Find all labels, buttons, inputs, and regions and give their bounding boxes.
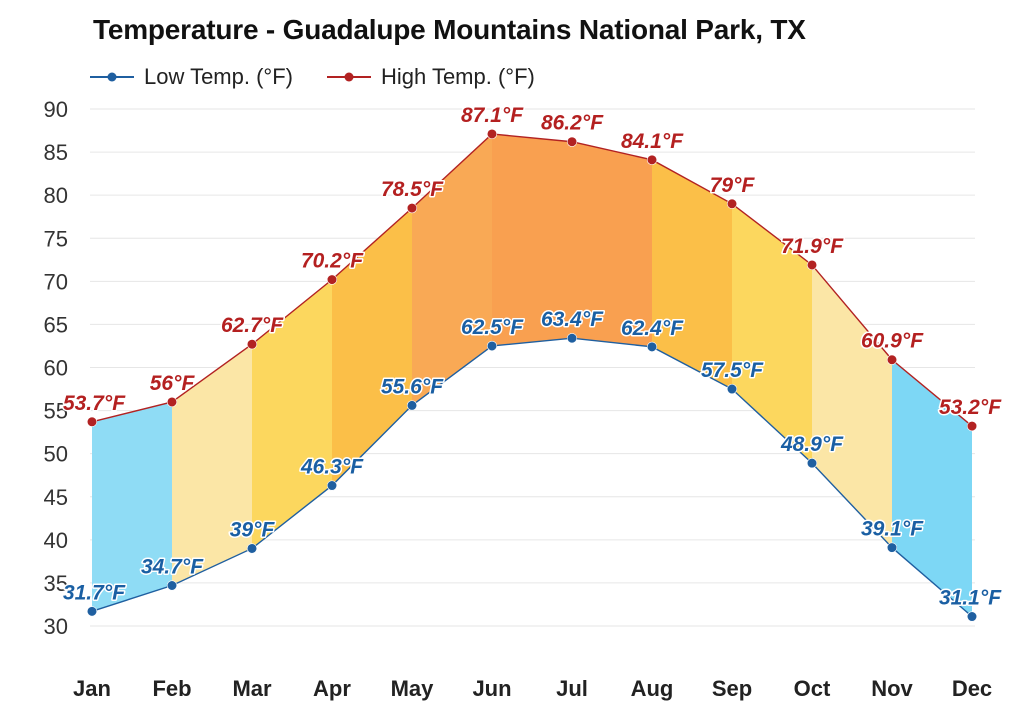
low-temp-point [806,458,818,469]
x-tick-label: Oct [794,676,831,701]
low-temp-point [966,611,978,622]
y-tick-label: 30 [44,614,68,639]
low-temp-data-label: 55.6°F [381,375,444,398]
high-temp-point [406,202,418,214]
high-temp-data-label: 53.2°F [939,396,1002,419]
high-temp-point [246,339,258,350]
low-temp-point [646,341,658,352]
legend-label-high: High Temp. (°F) [380,64,535,89]
legend-item-high[interactable]: High Temp. (°F) [326,64,535,90]
high-temp-point [326,274,338,285]
high-temp-point [726,198,738,209]
low-temp-point [246,543,258,554]
temperature-band [812,264,892,548]
y-tick-label: 75 [44,226,68,251]
temperature-band [332,208,412,486]
high-temp-data-label: 78.5°F [381,178,444,201]
x-tick-label: Aug [631,676,674,701]
temperature-band [572,141,652,347]
low-temp-data-label: 62.5°F [461,316,524,339]
legend-swatch-low-icon [90,72,134,82]
high-temp-data-label: 79°F [710,174,756,197]
low-temp-data-label: 31.1°F [939,587,1002,610]
chart-legend: Low Temp. (°F) High Temp. (°F) [90,62,569,92]
y-tick-label: 50 [44,442,68,467]
low-temp-point [166,580,178,591]
low-temp-data-label: 46.3°F [300,456,364,479]
high-temp-data-label: 62.7°F [221,314,284,337]
temperature-band [412,133,492,406]
y-tick-label: 85 [44,140,68,165]
low-temp-data-label: 39.1°F [861,518,924,541]
legend-swatch-high-icon [326,72,371,82]
high-temp-point [886,354,898,365]
high-temp-point [966,420,978,432]
y-tick-label: 35 [44,571,68,596]
temperature-band [92,401,172,612]
high-temp-point [86,416,98,427]
y-tick-label: 60 [44,356,68,381]
legend-label-low: Low Temp. (°F) [144,64,293,89]
y-tick-label: 65 [44,312,68,337]
low-temp-point [406,400,418,411]
low-temp-point [566,333,578,344]
low-temp-point [486,340,498,352]
low-temp-point [886,542,898,553]
high-temp-point [646,154,658,165]
high-temp-data-label: 71.9°F [781,235,844,258]
x-tick-label: Apr [313,676,351,701]
x-tick-label: Dec [952,676,992,701]
y-tick-label: 90 [44,97,68,122]
high-temp-point [566,136,578,147]
temperature-band [652,159,732,390]
low-temp-point [726,383,738,395]
low-temp-data-label: 62.4°F [621,317,684,340]
low-temp-data-label: 57.5°F [701,359,764,382]
low-temp-data-label: 39°F [230,518,276,541]
high-temp-line [91,133,973,427]
x-tick-label: Jul [556,676,588,701]
low-temp-data-label: 34.7°F [141,556,204,579]
high-temp-data-label: 70.2°F [301,250,364,273]
high-temp-data-label: 53.7°F [63,392,126,415]
high-temp-data-label: 84.1°F [621,130,684,153]
low-temp-point [326,480,338,491]
y-tick-label: 40 [44,528,68,553]
high-temp-data-label: 87.1°F [461,104,524,127]
x-tick-label: Mar [232,676,272,701]
low-temp-point [86,606,98,617]
low-temp-data-label: 48.9°F [780,433,844,456]
high-temp-point [486,128,498,140]
chart-title: Temperature - Guadalupe Mountains Nation… [93,14,806,45]
high-temp-data-label: 60.9°F [861,330,924,353]
y-tick-label: 55 [44,399,68,424]
temperature-band [492,133,572,346]
x-tick-label: Sep [712,676,752,701]
temperature-band [892,359,972,617]
high-temp-data-label: 86.2°F [541,112,604,135]
x-tick-label: Nov [871,676,913,701]
low-temp-line [91,337,973,618]
high-temp-point [806,259,818,271]
temperature-band [172,344,252,586]
x-tick-label: Feb [152,676,191,701]
low-temp-data-label: 31.7°F [63,581,126,604]
x-tick-label: May [391,676,435,701]
high-temp-data-label: 56°F [150,372,196,395]
low-temp-data-label: 63.4°F [541,308,604,331]
temperature-band [252,279,332,549]
x-tick-label: Jan [73,676,111,701]
y-tick-label: 70 [44,269,68,294]
temperature-band [732,203,812,464]
high-temp-point [166,396,178,408]
x-tick-label: Jun [472,676,511,701]
y-tick-label: 80 [44,183,68,208]
legend-item-low[interactable]: Low Temp. (°F) [90,64,293,90]
y-tick-label: 45 [44,485,68,510]
